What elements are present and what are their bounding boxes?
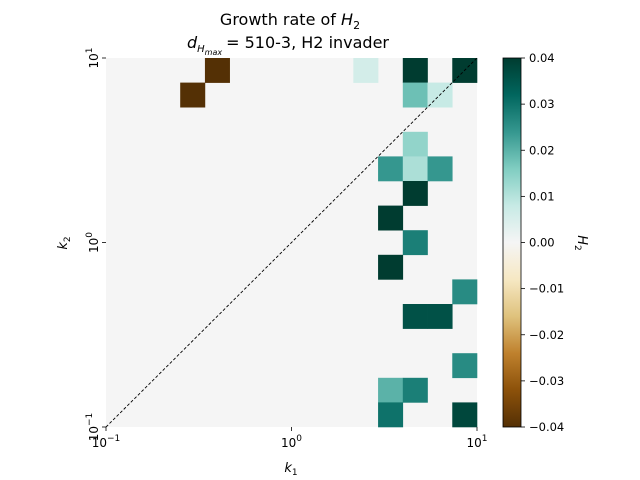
x-axis-label: k1 <box>284 461 297 478</box>
y-tick-label: 10−1 <box>85 413 101 442</box>
heatmap-cell <box>378 156 404 182</box>
y-tick-label: 100 <box>85 232 101 253</box>
heatmap-cell <box>378 377 404 403</box>
heatmap-cell <box>402 181 428 206</box>
heatmap-cell <box>452 353 478 379</box>
heatmap-cell <box>402 156 428 182</box>
y-axis-label: k2 <box>56 236 73 249</box>
heatmap-cell <box>452 279 478 305</box>
heatmap-cell <box>353 58 379 83</box>
colorbar <box>502 57 522 428</box>
plot-area <box>105 57 478 428</box>
heatmap-cell <box>402 82 428 108</box>
colorbar-tick-label: 0.04 <box>529 51 555 65</box>
x-axis-ticks: 10−1 100 101 <box>92 427 488 450</box>
colorbar-tick-label: 0.00 <box>529 236 555 250</box>
heatmap-cell <box>452 402 478 428</box>
colorbar-tick-label: 0.03 <box>529 97 555 111</box>
y-axis-ticks: 10−1 100 101 <box>85 47 106 441</box>
colorbar-tick-label: −0.04 <box>529 420 564 434</box>
y-tick-label: 101 <box>85 47 101 68</box>
heatmap-cell <box>378 205 404 231</box>
chart-title-line1: Growth rate of H2 <box>220 10 360 32</box>
chart-title-line2: dHmax= 510-3, H2 invader <box>187 33 389 57</box>
colorbar-ticks: 0.04 0.03 0.02 0.01 0.00 −0.01 −0.02 −0.03 −0.04 <box>521 51 564 434</box>
colorbar-tick-label: 0.02 <box>529 143 555 157</box>
x-tick-label: 10−1 <box>92 434 121 450</box>
diagonal-reference-line <box>105 57 478 428</box>
x-tick-label: 101 <box>466 434 487 450</box>
colorbar-tick-label: −0.03 <box>529 374 564 388</box>
heatmap-cell <box>204 58 230 83</box>
heatmap-cell <box>402 58 428 83</box>
colorbar-tick-label: −0.01 <box>529 282 564 296</box>
colorbar-tick-label: −0.02 <box>529 328 564 342</box>
heatmap-cell <box>427 156 453 182</box>
heatmap-cell <box>427 304 453 329</box>
heatmap-cell <box>402 304 428 329</box>
colorbar-label: H2 <box>572 235 589 251</box>
heatmap-cell <box>402 377 428 403</box>
heatmap-cell <box>378 254 404 280</box>
heatmap-cell <box>378 402 404 428</box>
x-tick-label: 100 <box>281 434 302 450</box>
colorbar-tick-label: 0.01 <box>529 189 555 203</box>
heatmap-cell <box>180 82 206 108</box>
heatmap-cell <box>402 131 428 157</box>
heatmap-cell <box>402 230 428 256</box>
